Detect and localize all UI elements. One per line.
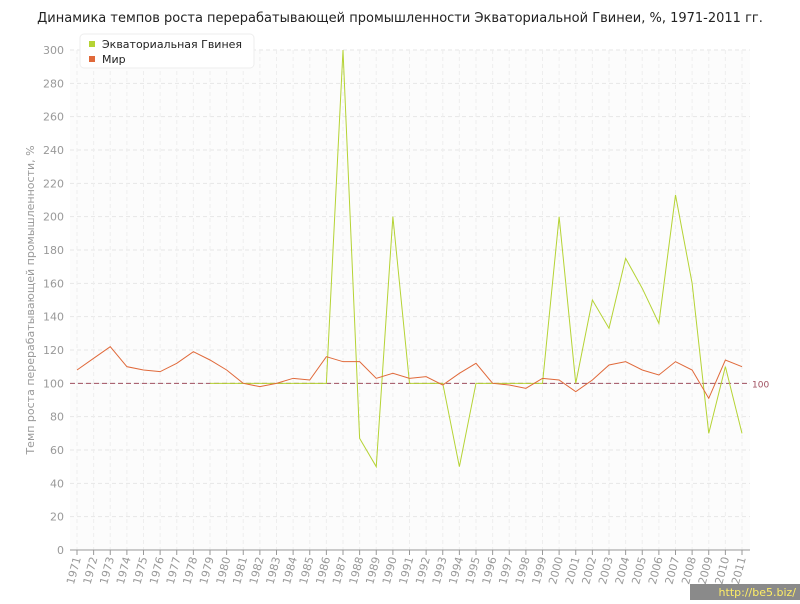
y-tick-label: 120 bbox=[43, 344, 64, 357]
y-tick-label: 220 bbox=[43, 177, 64, 190]
legend-label: Экваториальная Гвинея bbox=[102, 38, 242, 51]
series-line bbox=[76, 345, 743, 400]
legend-label: Мир bbox=[102, 53, 126, 66]
series-line bbox=[210, 49, 743, 469]
legend-swatch bbox=[89, 56, 95, 62]
y-axis-title: Темп роста перерабатывающей промышленнос… bbox=[24, 145, 37, 455]
watermark-bg bbox=[690, 584, 800, 600]
legend-swatch bbox=[89, 41, 95, 47]
y-tick-label: 240 bbox=[43, 144, 64, 157]
x-tick-label: 2011 bbox=[729, 555, 749, 585]
y-tick-label: 200 bbox=[43, 211, 64, 224]
y-tick-label: 160 bbox=[43, 277, 64, 290]
y-tick-label: 60 bbox=[50, 444, 64, 457]
y-tick-label: 300 bbox=[43, 44, 64, 57]
legend-box bbox=[79, 33, 255, 69]
chart-title: Динамика темпов роста перерабатывающей п… bbox=[37, 11, 763, 26]
y-tick-label: 40 bbox=[50, 477, 64, 490]
watermark: http://be5.biz/ bbox=[719, 586, 797, 599]
y-tick-label: 20 bbox=[50, 511, 64, 524]
y-tick-label: 140 bbox=[43, 311, 64, 324]
y-tick-label: 260 bbox=[43, 111, 64, 124]
y-tick-label: 0 bbox=[57, 544, 64, 557]
y-tick-label: 100 bbox=[43, 377, 64, 390]
y-tick-label: 80 bbox=[50, 411, 64, 424]
y-tick-label: 180 bbox=[43, 244, 64, 257]
reference-label: 100 bbox=[752, 380, 769, 390]
y-tick-label: 280 bbox=[43, 77, 64, 90]
